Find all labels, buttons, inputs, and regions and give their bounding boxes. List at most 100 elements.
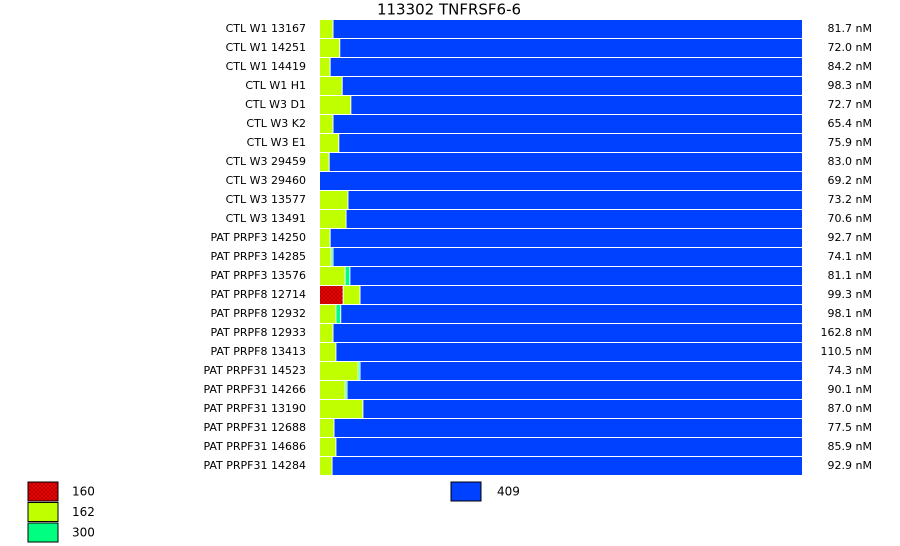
row-annotation: 73.2 nM bbox=[828, 193, 872, 206]
bar-segment bbox=[320, 96, 351, 114]
row-label: PAT PRPF8 13413 bbox=[210, 345, 306, 358]
bar-segment bbox=[347, 191, 802, 209]
bar-segment bbox=[335, 438, 802, 456]
legend-swatch bbox=[450, 481, 482, 502]
bar-segment bbox=[320, 438, 336, 456]
bar-segment bbox=[320, 134, 339, 152]
row-annotation: 87.0 nM bbox=[828, 402, 872, 415]
row-label: CTL W3 D1 bbox=[245, 98, 306, 111]
chart-title: 113302 TNFRSF6-6 bbox=[377, 1, 521, 19]
row-label: PAT PRPF3 13576 bbox=[210, 269, 306, 282]
row-annotation: 92.9 nM bbox=[828, 459, 872, 472]
row-annotation: 83.0 nM bbox=[828, 155, 872, 168]
row-annotation: 72.0 nM bbox=[828, 41, 872, 54]
bar-segment bbox=[320, 229, 331, 247]
row-label: PAT PRPF3 14285 bbox=[210, 250, 306, 263]
row-annotation: 77.5 nM bbox=[828, 421, 872, 434]
bar-segment bbox=[320, 419, 334, 437]
bar-segment bbox=[332, 457, 802, 475]
bar-segment bbox=[320, 191, 348, 209]
row-annotation: 162.8 nM bbox=[821, 326, 872, 339]
row-label: CTL W1 14251 bbox=[226, 41, 306, 54]
bar-segment bbox=[342, 77, 802, 95]
bar-segment bbox=[360, 362, 802, 380]
row-annotation: 74.1 nM bbox=[828, 250, 872, 263]
bar-segment bbox=[358, 362, 361, 380]
row-label: CTL W1 H1 bbox=[245, 79, 306, 92]
row-label: PAT PRPF31 14266 bbox=[203, 383, 306, 396]
bar-segment bbox=[320, 20, 334, 38]
bar-segment bbox=[320, 457, 333, 475]
bar-segment bbox=[320, 58, 331, 76]
legend-swatch bbox=[27, 481, 59, 502]
bar-segment bbox=[320, 115, 334, 133]
row-label: PAT PRPF31 14523 bbox=[203, 364, 306, 377]
row-annotation: 65.4 nM bbox=[828, 117, 872, 130]
row-label: PAT PRPF3 14250 bbox=[210, 231, 306, 244]
bar-segment bbox=[333, 419, 802, 437]
legend-label: 409 bbox=[497, 485, 520, 499]
bar-segment bbox=[345, 381, 347, 399]
row-annotation: 69.2 nM bbox=[828, 174, 872, 187]
bar-segment bbox=[335, 305, 341, 323]
row-annotation: 70.6 nM bbox=[828, 212, 872, 225]
row-annotation: 85.9 nM bbox=[828, 440, 872, 453]
bar-segment bbox=[320, 362, 359, 380]
bar-segment bbox=[335, 343, 802, 361]
bar-segment bbox=[350, 96, 802, 114]
row-label: PAT PRPF31 12688 bbox=[203, 421, 306, 434]
legend-swatch bbox=[27, 502, 59, 522]
row-annotation: 92.7 nM bbox=[828, 231, 872, 244]
legend-label: 162 bbox=[72, 505, 95, 519]
row-annotation: 75.9 nM bbox=[828, 136, 872, 149]
bar-segment bbox=[320, 343, 336, 361]
bar-segment bbox=[320, 324, 334, 342]
row-label: CTL W1 13167 bbox=[226, 22, 306, 35]
bar-segment bbox=[333, 20, 802, 38]
bar-segment bbox=[333, 324, 802, 342]
bar-segment bbox=[333, 115, 802, 133]
bar-segment bbox=[331, 248, 334, 266]
bar-segment bbox=[320, 39, 340, 57]
row-label: CTL W1 14419 bbox=[226, 60, 306, 73]
bar-segment bbox=[320, 210, 347, 228]
bar-segment bbox=[320, 172, 802, 190]
bar-segment bbox=[338, 134, 802, 152]
row-annotation: 81.7 nM bbox=[828, 22, 872, 35]
bar-segment bbox=[320, 77, 343, 95]
bar-segment bbox=[343, 286, 361, 304]
row-label: CTL W3 13491 bbox=[226, 212, 306, 225]
row-annotation: 99.3 nM bbox=[828, 288, 872, 301]
legend-label: 300 bbox=[72, 526, 95, 540]
row-annotation: 90.1 nM bbox=[828, 383, 872, 396]
row-annotation: 74.3 nM bbox=[828, 364, 872, 377]
row-label: PAT PRPF8 12932 bbox=[210, 307, 306, 320]
row-label: CTL W3 E1 bbox=[247, 136, 306, 149]
row-label: CTL W3 K2 bbox=[246, 117, 306, 130]
row-annotation: 98.3 nM bbox=[828, 79, 872, 92]
row-label: PAT PRPF31 14686 bbox=[203, 440, 306, 453]
row-annotation: 98.1 nM bbox=[828, 307, 872, 320]
row-annotation: 72.7 nM bbox=[828, 98, 872, 111]
bar-segment bbox=[330, 58, 802, 76]
bar-segment bbox=[329, 153, 802, 171]
row-label: PAT PRPF31 13190 bbox=[203, 402, 306, 415]
bar-segment bbox=[320, 267, 346, 285]
bar-segment bbox=[320, 153, 330, 171]
row-label: CTL W3 13577 bbox=[226, 193, 306, 206]
bar-segment bbox=[320, 381, 346, 399]
bar-segment bbox=[346, 210, 802, 228]
bar-segment bbox=[349, 267, 802, 285]
row-annotation: 84.2 nM bbox=[828, 60, 872, 73]
bar-segment bbox=[333, 248, 802, 266]
bar-segment bbox=[320, 400, 363, 418]
bar-segment bbox=[345, 267, 350, 285]
row-annotation: 110.5 nM bbox=[821, 345, 872, 358]
bar-segment bbox=[360, 286, 802, 304]
row-label: PAT PRPF8 12714 bbox=[210, 288, 306, 301]
bar-segment bbox=[330, 229, 802, 247]
bar-segment bbox=[346, 381, 802, 399]
bar-segment bbox=[320, 248, 332, 266]
bar-segment bbox=[339, 39, 802, 57]
